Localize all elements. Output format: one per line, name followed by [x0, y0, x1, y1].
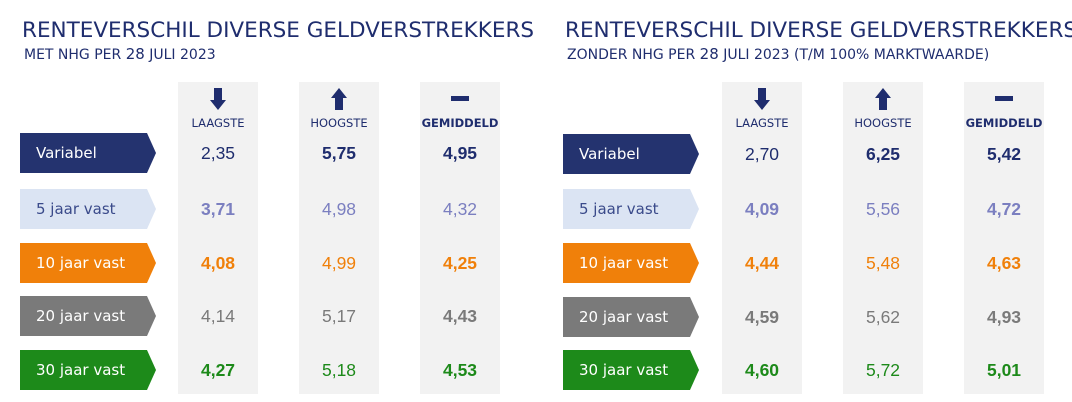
column-header-laagste: LAAGSTE [722, 88, 802, 130]
value-laagste: 4,60 [744, 360, 780, 380]
column-label: LAAGSTE [735, 116, 789, 130]
panel-subtitle: MET NHG PER 28 JULI 2023 [24, 45, 216, 63]
value-gemiddeld: 4,43 [442, 306, 478, 326]
column-header-gemiddeld: GEMIDDELD [964, 88, 1044, 130]
value-gemiddeld: 4,63 [986, 253, 1022, 273]
value-hoogste: 5,56 [865, 199, 901, 219]
column-header-hoogste: HOOGSTE [843, 88, 923, 130]
column-label: GEMIDDELD [965, 116, 1043, 130]
minus-icon [964, 88, 1044, 112]
value-laagste: 4,09 [744, 199, 780, 219]
arrow-up-icon [299, 88, 379, 112]
column-gemiddeld-bg [420, 82, 500, 394]
value-gemiddeld: 4,72 [986, 199, 1022, 219]
column-header-hoogste: HOOGSTE [299, 88, 379, 130]
value-hoogste: 5,62 [865, 307, 901, 327]
value-laagste: 4,27 [200, 360, 236, 380]
panel-met-nhg: RENTEVERSCHIL DIVERSE GELDVERSTREKKERS M… [20, 18, 535, 394]
value-laagste: 2,35 [200, 143, 236, 163]
value-laagste: 2,70 [744, 144, 780, 164]
value-laagste: 4,14 [200, 306, 236, 326]
value-gemiddeld: 4,93 [986, 307, 1022, 327]
subtitle-suffix: JULI 2023 (T/M 100% MARKTWAARDE) [718, 47, 990, 63]
row-label-variabel: Variabel [20, 133, 156, 173]
column-label: HOOGSTE [310, 116, 368, 130]
value-gemiddeld: 5,01 [986, 360, 1022, 380]
value-gemiddeld: 4,32 [442, 199, 478, 219]
panel-subtitle: ZONDER NHG PER 28 JULI 2023 (T/M 100% MA… [567, 45, 989, 63]
value-laagste: 4,08 [200, 253, 236, 273]
row-label-30-jaar-vast: 30 jaar vast [563, 350, 699, 390]
column-label: GEMIDDELD [421, 116, 499, 130]
value-gemiddeld: 5,42 [986, 144, 1022, 164]
minus-icon [420, 88, 500, 112]
value-laagste: 3,71 [200, 199, 236, 219]
value-laagste: 4,44 [744, 253, 780, 273]
arrow-down-icon [178, 88, 258, 112]
value-laagste: 4,59 [744, 307, 780, 327]
row-label-20-jaar-vast: 20 jaar vast [563, 297, 699, 337]
column-hoogste-bg [299, 82, 379, 394]
subtitle-prefix: ZONDER NHG PER [567, 47, 700, 63]
column-hoogste-bg [843, 82, 923, 394]
subtitle-suffix: JULI 2023 [144, 47, 216, 63]
value-hoogste: 5,17 [321, 306, 357, 326]
subtitle-prefix: MET NHG PER [24, 47, 126, 63]
column-laagste-bg [178, 82, 258, 394]
value-hoogste: 5,75 [321, 143, 357, 163]
subtitle-day: 28 [125, 45, 145, 63]
value-hoogste: 6,25 [865, 144, 901, 164]
column-header-gemiddeld: GEMIDDELD [420, 88, 500, 130]
arrow-down-icon [722, 88, 802, 112]
row-label-30-jaar-vast: 30 jaar vast [20, 350, 156, 390]
value-hoogste: 4,98 [321, 199, 357, 219]
value-hoogste: 5,18 [321, 360, 357, 380]
value-gemiddeld: 4,53 [442, 360, 478, 380]
panel-title: RENTEVERSCHIL DIVERSE GELDVERSTREKKERS [565, 18, 1072, 43]
value-gemiddeld: 4,25 [442, 253, 478, 273]
panel-zonder-nhg: RENTEVERSCHIL DIVERSE GELDVERSTREKKERS Z… [543, 0, 1072, 402]
column-laagste-bg [722, 82, 802, 394]
row-label-5-jaar-vast: 5 jaar vast [20, 189, 156, 229]
column-gemiddeld-bg [964, 82, 1044, 394]
column-header-laagste: LAAGSTE [178, 88, 258, 130]
arrow-up-icon [843, 88, 923, 112]
row-label-variabel: Variabel [563, 134, 699, 174]
row-label-10-jaar-vast: 10 jaar vast [20, 243, 156, 283]
value-hoogste: 4,99 [321, 253, 357, 273]
value-hoogste: 5,72 [865, 360, 901, 380]
column-label: LAAGSTE [191, 116, 245, 130]
value-gemiddeld: 4,95 [442, 143, 478, 163]
value-hoogste: 5,48 [865, 253, 901, 273]
row-label-20-jaar-vast: 20 jaar vast [20, 296, 156, 336]
panel-title: RENTEVERSCHIL DIVERSE GELDVERSTREKKERS [22, 18, 535, 43]
row-label-10-jaar-vast: 10 jaar vast [563, 243, 699, 283]
row-label-5-jaar-vast: 5 jaar vast [563, 189, 699, 229]
subtitle-day: 28 [699, 45, 719, 63]
column-label: HOOGSTE [854, 116, 912, 130]
